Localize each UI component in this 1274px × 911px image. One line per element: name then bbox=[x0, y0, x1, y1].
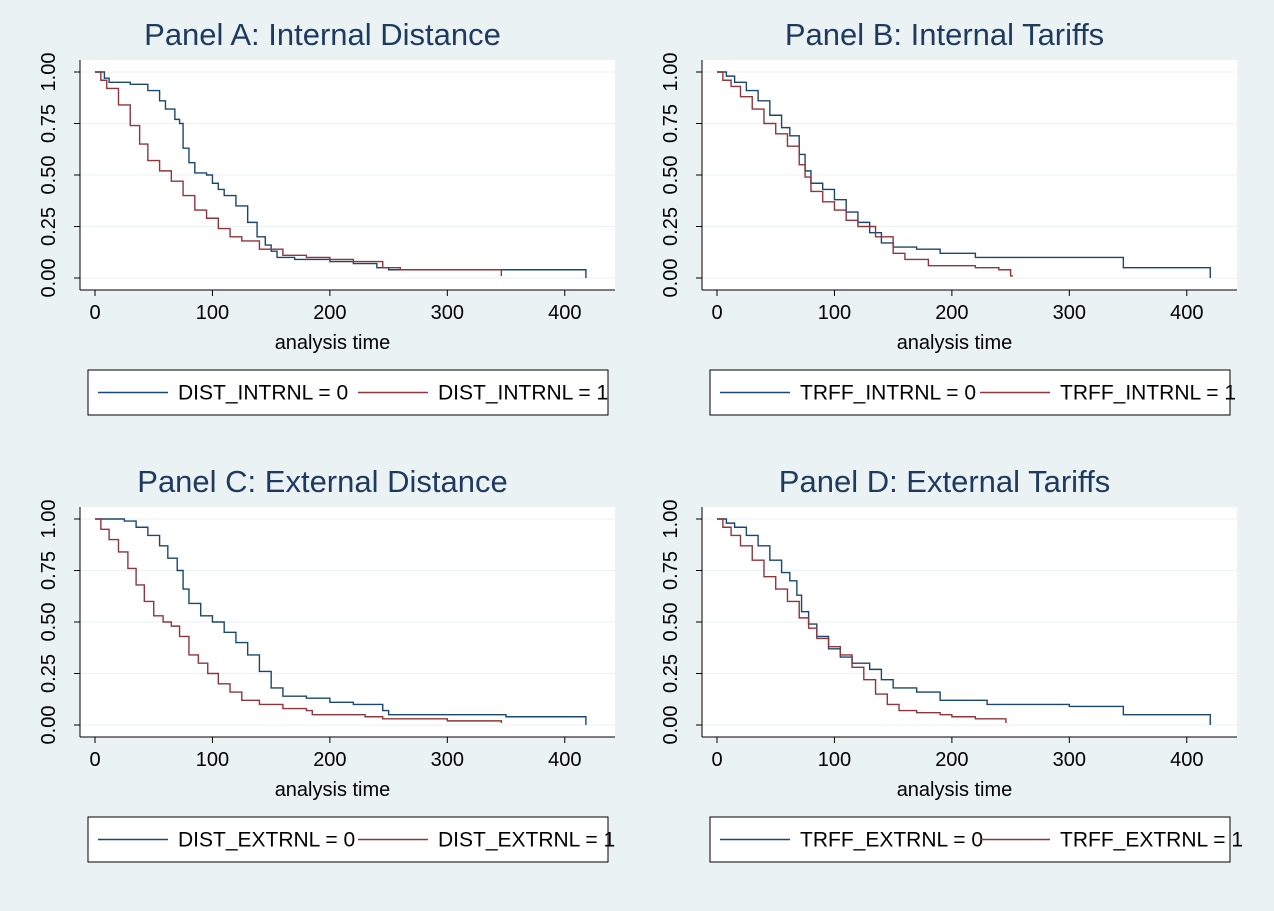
y-tick-label-4: 1.00 bbox=[660, 500, 682, 539]
y-tick-label-1: 0.25 bbox=[660, 207, 682, 246]
x-axis-label: analysis time bbox=[897, 779, 1013, 801]
x-tick-label-1: 100 bbox=[196, 749, 229, 771]
panel-title: Panel A: Internal Distance bbox=[144, 17, 501, 52]
x-tick-label-3: 300 bbox=[431, 749, 464, 771]
legend-label-0: DIST_INTRNL = 0 bbox=[178, 382, 348, 405]
x-tick-label-0: 0 bbox=[711, 749, 722, 771]
x-tick-label-4: 400 bbox=[548, 749, 581, 771]
y-tick-label-0: 0.00 bbox=[38, 259, 60, 298]
x-axis-label: analysis time bbox=[275, 779, 391, 801]
x-tick-label-4: 400 bbox=[548, 302, 581, 324]
x-tick-label-2: 200 bbox=[313, 749, 346, 771]
y-tick-label-3: 0.75 bbox=[660, 104, 682, 143]
x-axis-label: analysis time bbox=[897, 332, 1013, 354]
x-tick-label-3: 300 bbox=[431, 302, 464, 324]
x-tick-label-0: 0 bbox=[89, 749, 100, 771]
x-tick-label-4: 400 bbox=[1170, 302, 1203, 324]
legend-label-1: DIST_EXTRNL = 1 bbox=[438, 829, 615, 852]
y-tick-label-3: 0.75 bbox=[38, 104, 60, 143]
y-tick-label-4: 1.00 bbox=[38, 53, 60, 92]
y-tick-label-4: 1.00 bbox=[660, 53, 682, 92]
y-tick-label-1: 0.25 bbox=[660, 654, 682, 693]
y-tick-label-2: 0.50 bbox=[38, 156, 60, 195]
y-tick-label-0: 0.00 bbox=[38, 706, 60, 745]
y-tick-label-1: 0.25 bbox=[38, 654, 60, 693]
y-tick-label-2: 0.50 bbox=[660, 156, 682, 195]
y-tick-label-1: 0.25 bbox=[38, 207, 60, 246]
x-axis-label: analysis time bbox=[275, 332, 391, 354]
y-tick-label-4: 1.00 bbox=[38, 500, 60, 539]
x-tick-label-4: 400 bbox=[1170, 749, 1203, 771]
legend: DIST_EXTRNL = 0 DIST_EXTRNL = 1 bbox=[88, 817, 615, 862]
x-tick-label-2: 200 bbox=[935, 302, 968, 324]
y-tick-label-0: 0.00 bbox=[660, 706, 682, 745]
legend: TRFF_INTRNL = 0 TRFF_INTRNL = 1 bbox=[710, 370, 1236, 415]
legend-label-1: DIST_INTRNL = 1 bbox=[438, 382, 608, 405]
panel-title: Panel D: External Tariffs bbox=[779, 464, 1110, 499]
x-tick-label-0: 0 bbox=[89, 302, 100, 324]
x-tick-label-3: 300 bbox=[1053, 302, 1086, 324]
legend-label-0: DIST_EXTRNL = 0 bbox=[178, 829, 355, 852]
y-tick-label-3: 0.75 bbox=[38, 551, 60, 590]
legend-label-0: TRFF_EXTRNL = 0 bbox=[800, 829, 983, 852]
x-tick-label-1: 100 bbox=[196, 302, 229, 324]
x-tick-label-1: 100 bbox=[818, 302, 851, 324]
legend: TRFF_EXTRNL = 0 TRFF_EXTRNL = 1 bbox=[710, 817, 1243, 862]
y-tick-label-0: 0.00 bbox=[660, 259, 682, 298]
panel-title: Panel C: External Distance bbox=[137, 464, 507, 499]
x-tick-label-1: 100 bbox=[818, 749, 851, 771]
x-tick-label-2: 200 bbox=[313, 302, 346, 324]
y-tick-label-3: 0.75 bbox=[660, 551, 682, 590]
legend-label-1: TRFF_EXTRNL = 1 bbox=[1060, 829, 1243, 852]
y-tick-label-2: 0.50 bbox=[660, 603, 682, 642]
legend-label-0: TRFF_INTRNL = 0 bbox=[800, 382, 976, 405]
panel-title: Panel B: Internal Tariffs bbox=[785, 17, 1104, 52]
legend: DIST_INTRNL = 0 DIST_INTRNL = 1 bbox=[88, 370, 608, 415]
legend-label-1: TRFF_INTRNL = 1 bbox=[1060, 382, 1236, 405]
x-tick-label-3: 300 bbox=[1053, 749, 1086, 771]
y-tick-label-2: 0.50 bbox=[38, 603, 60, 642]
x-tick-label-2: 200 bbox=[935, 749, 968, 771]
x-tick-label-0: 0 bbox=[711, 302, 722, 324]
